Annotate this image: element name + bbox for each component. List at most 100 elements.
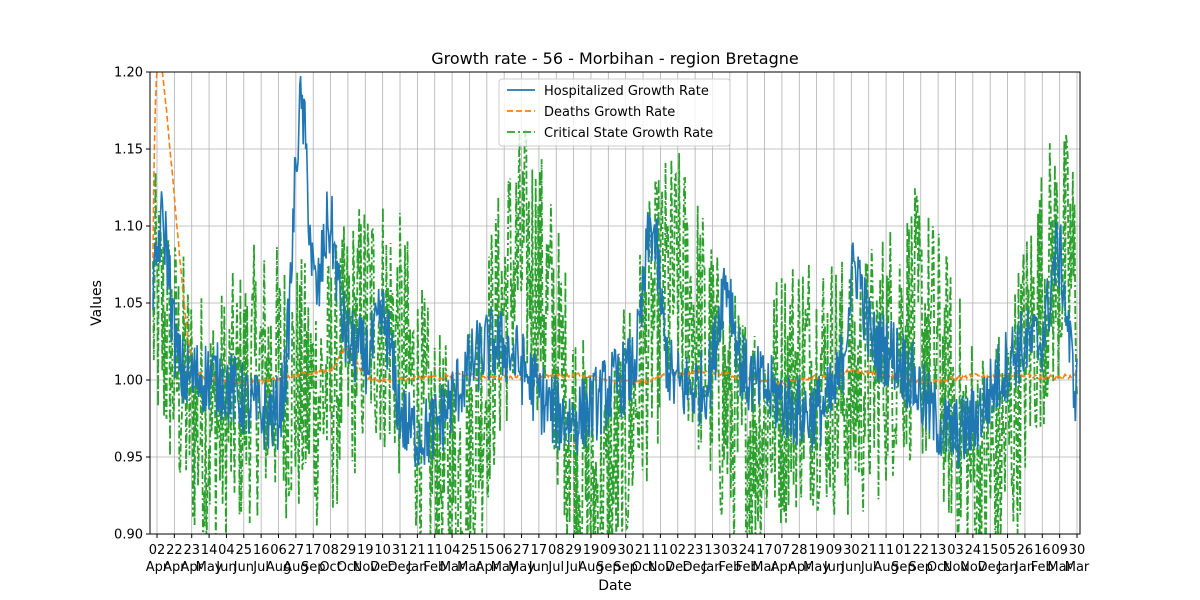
x-tick-month: Sep	[613, 560, 638, 575]
y-axis-title: Values	[89, 280, 105, 326]
x-tick-day: 09	[600, 543, 617, 558]
series-layer	[152, 72, 1078, 534]
x-tick-month: Jan	[1014, 560, 1035, 575]
x-tick-month: Feb	[718, 560, 741, 575]
x-tick-month: Dec	[370, 560, 395, 575]
x-tick-month: Sep	[301, 560, 326, 575]
x-tick-month: Aug	[266, 560, 291, 575]
x-tick-day: 02	[149, 543, 166, 558]
x-tick-month: Nov	[648, 560, 674, 575]
y-tick-label: 1.00	[114, 374, 143, 389]
x-tick-day: 22	[913, 543, 930, 558]
x-tick-day: 17	[531, 543, 548, 558]
x-tick-month: Jan	[701, 560, 722, 575]
x-tick-month: Jun	[840, 560, 861, 575]
x-tick-month: Oct	[632, 560, 654, 575]
x-tick-month: Dec	[665, 560, 690, 575]
y-tick-label: 1.10	[114, 220, 143, 235]
x-tick-day: 10	[374, 543, 391, 558]
x-tick-day: 19	[357, 543, 374, 558]
x-axis: 02Apr22Apr23Apr14May04Jun25Jun16Jul06Aug…	[146, 534, 1090, 575]
x-tick-day: 16	[253, 543, 270, 558]
x-tick-month: Jul	[565, 560, 582, 575]
x-tick-day: 29	[565, 543, 582, 558]
chart-title: Growth rate - 56 - Morbihan - region Bre…	[431, 49, 799, 68]
x-tick-month: Oct	[337, 560, 359, 575]
x-tick-month: May	[196, 560, 223, 575]
x-tick-month: Apr	[163, 560, 186, 575]
x-tick-month: Apr	[180, 560, 203, 575]
x-tick-day: 24	[965, 543, 982, 558]
x-tick-day: 29	[340, 543, 357, 558]
x-tick-day: 28	[791, 543, 808, 558]
y-tick-label: 1.20	[114, 66, 143, 81]
x-tick-day: 11	[426, 543, 443, 558]
x-tick-month: Nov	[943, 560, 969, 575]
x-tick-month: Sep	[596, 560, 621, 575]
x-tick-month: Nov	[960, 560, 986, 575]
x-tick-month: Nov	[353, 560, 379, 575]
x-tick-month: Feb	[423, 560, 446, 575]
x-tick-day: 08	[322, 543, 339, 558]
series-line-deaths-growth-rate	[152, 72, 1078, 387]
x-tick-month: Jul	[252, 560, 269, 575]
x-tick-day: 19	[583, 543, 600, 558]
x-tick-month: Jul	[547, 560, 564, 575]
x-tick-month: Mar	[457, 560, 482, 575]
x-tick-month: Apr	[476, 560, 499, 575]
x-tick-month: Jun	[823, 560, 844, 575]
y-tick-label: 1.05	[114, 297, 143, 312]
x-tick-month: Sep	[891, 560, 916, 575]
x-tick-day: 16	[1034, 543, 1051, 558]
x-tick-day: 27	[513, 543, 530, 558]
x-tick-day: 03	[947, 543, 964, 558]
x-tick-day: 17	[305, 543, 322, 558]
x-tick-day: 21	[860, 543, 877, 558]
x-tick-month: Apr	[146, 560, 169, 575]
x-tick-day: 13	[930, 543, 947, 558]
y-axis: 0.90 0.95 1.00 1.05 1.10 1.15 1.20	[114, 66, 150, 543]
x-tick-day: 06	[270, 543, 287, 558]
x-tick-month: Aug	[578, 560, 603, 575]
series-line-hospitalized-growth-rate	[152, 75, 1078, 470]
x-tick-day: 21	[635, 543, 652, 558]
x-tick-day: 09	[1051, 543, 1068, 558]
x-tick-month: Mar	[1065, 560, 1090, 575]
x-tick-day: 14	[201, 543, 218, 558]
x-tick-month: Jul	[860, 560, 877, 575]
x-tick-month: Dec	[683, 560, 708, 575]
x-tick-day: 26	[1017, 543, 1034, 558]
y-tick-label: 0.90	[114, 528, 143, 543]
x-tick-day: 21	[409, 543, 426, 558]
x-tick-month: Jun	[233, 560, 254, 575]
x-tick-month: Apr	[771, 560, 794, 575]
x-tick-month: Mar	[1047, 560, 1072, 575]
x-tick-day: 05	[999, 543, 1016, 558]
x-tick-day: 13	[704, 543, 721, 558]
x-tick-month: Dec	[387, 560, 412, 575]
x-tick-day: 24	[739, 543, 756, 558]
x-tick-day: 09	[826, 543, 843, 558]
x-tick-month: Aug	[283, 560, 308, 575]
legend-label: Deaths Growth Rate	[544, 105, 675, 120]
x-tick-day: 27	[288, 543, 305, 558]
x-tick-day: 11	[878, 543, 895, 558]
x-tick-month: Jun	[215, 560, 236, 575]
y-tick-label: 1.15	[114, 143, 143, 158]
x-tick-month: Sep	[909, 560, 934, 575]
x-tick-month: Feb	[736, 560, 759, 575]
x-tick-month: May	[803, 560, 830, 575]
x-tick-day: 30	[843, 543, 860, 558]
x-tick-month: Jan	[406, 560, 427, 575]
x-tick-day: 06	[496, 543, 513, 558]
x-tick-month: Aug	[873, 560, 898, 575]
x-tick-day: 25	[461, 543, 478, 558]
x-tick-month: Jun	[528, 560, 549, 575]
x-tick-day: 02	[669, 543, 686, 558]
x-tick-day: 11	[652, 543, 669, 558]
x-tick-month: Oct	[319, 560, 341, 575]
x-tick-day: 04	[444, 543, 461, 558]
x-tick-month: Mar	[752, 560, 777, 575]
x-tick-day: 07	[774, 543, 791, 558]
